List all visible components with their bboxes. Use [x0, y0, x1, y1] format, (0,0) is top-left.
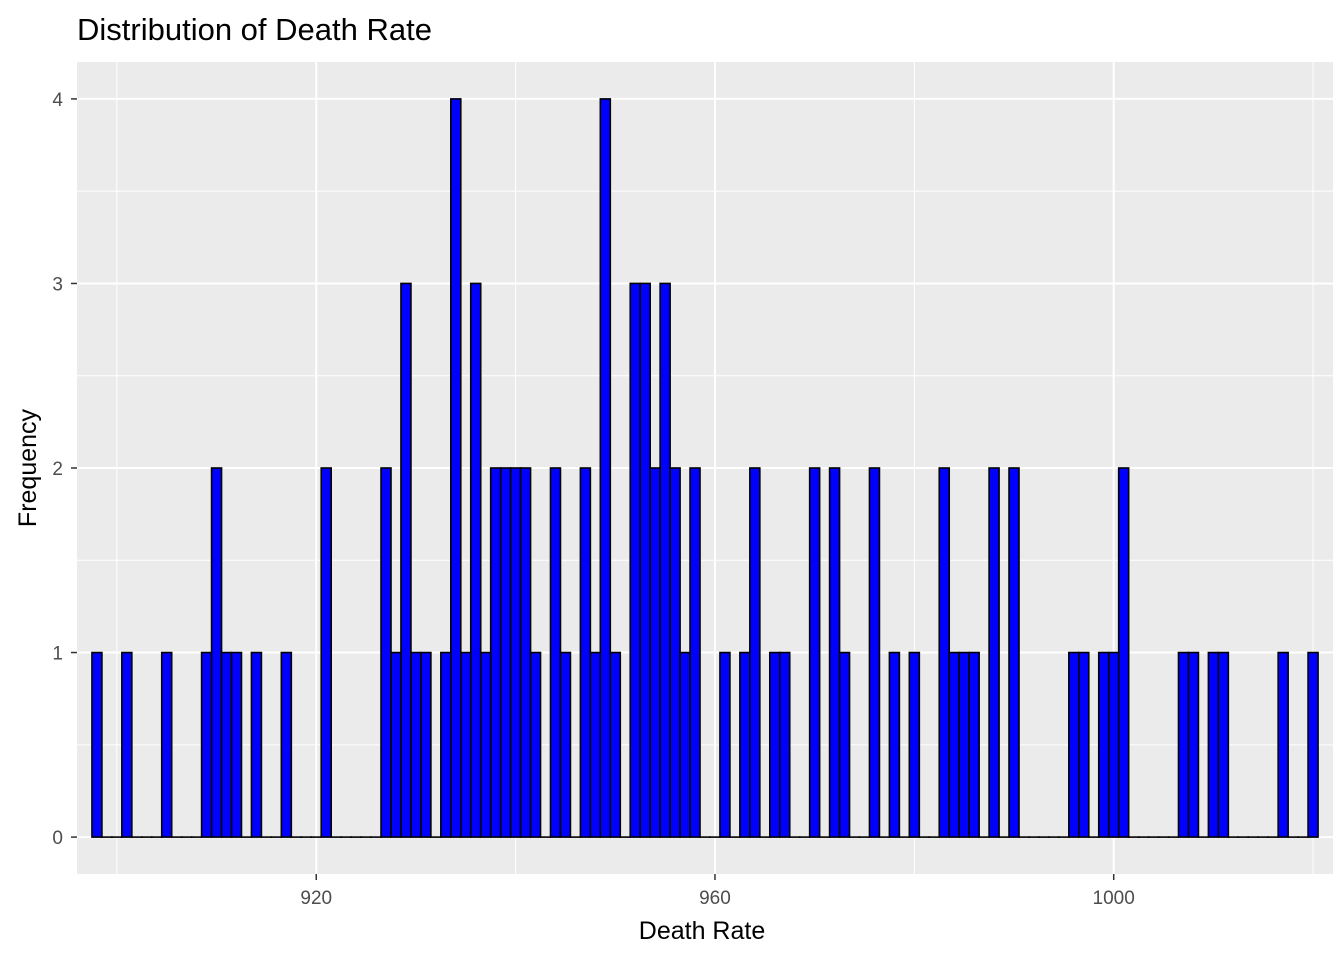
histogram-bar — [589, 651, 602, 838]
histogram-bar — [91, 651, 103, 838]
histogram-bar — [948, 651, 960, 838]
histogram-bar — [320, 467, 332, 838]
histogram-bar — [679, 651, 691, 838]
histogram-bar — [719, 651, 731, 838]
histogram-bars — [91, 98, 1319, 838]
histogram-bar — [489, 467, 502, 838]
histogram-bar — [1177, 651, 1190, 838]
histogram-bar — [1078, 651, 1090, 838]
histogram-bar — [739, 651, 751, 838]
histogram-bar — [1187, 651, 1200, 838]
histogram-bar — [509, 467, 522, 838]
x-axis-ticks: 920 960 1000 — [300, 874, 1135, 909]
histogram-bar — [669, 467, 681, 838]
histogram-bar — [459, 651, 472, 838]
histogram-bar — [888, 651, 901, 838]
histogram-bar — [1107, 651, 1120, 838]
histogram-bar — [390, 651, 402, 838]
histogram-bar — [778, 651, 791, 838]
histogram-bar — [250, 651, 263, 838]
histogram-bar — [440, 651, 452, 838]
x-axis-title: Death Rate — [639, 917, 765, 945]
histogram-bar — [768, 651, 781, 838]
histogram-bar — [958, 651, 970, 838]
y-tick-label: 2 — [52, 459, 63, 480]
histogram-bar — [519, 467, 532, 838]
y-tick-label: 3 — [52, 274, 63, 295]
histogram-bar — [988, 467, 1000, 838]
histogram-bar — [808, 467, 821, 838]
histogram-bar — [1117, 467, 1130, 838]
histogram-bar — [579, 467, 592, 838]
histogram-bar — [1008, 467, 1020, 838]
histogram-bar — [828, 467, 841, 838]
histogram-bar — [1277, 651, 1289, 838]
histogram-bar — [499, 467, 512, 838]
histogram-bar — [938, 467, 951, 838]
histogram-bar — [479, 651, 492, 838]
y-axis-title: Frequency — [14, 408, 42, 527]
histogram-bar — [549, 467, 562, 838]
histogram-bar — [749, 467, 761, 838]
histogram-bar — [469, 282, 482, 838]
histogram-bar — [908, 651, 921, 838]
y-tick-label: 1 — [52, 644, 63, 665]
x-tick-label: 920 — [300, 888, 332, 909]
histogram-bar — [659, 282, 671, 838]
histogram-bar — [649, 467, 661, 838]
histogram-bar — [400, 282, 412, 838]
histogram-bar — [1207, 651, 1220, 838]
histogram-bar — [121, 651, 133, 838]
y-axis-ticks: 0 1 2 3 4 — [52, 90, 77, 849]
histogram-bar — [609, 651, 622, 838]
histogram-bar — [220, 651, 233, 838]
chart-title: Distribution of Death Rate — [77, 12, 432, 47]
histogram-bar — [200, 651, 213, 838]
histogram-bar — [1068, 651, 1080, 838]
histogram-bar — [450, 98, 462, 838]
histogram-bar — [629, 282, 642, 838]
x-tick-label: 1000 — [1093, 888, 1135, 909]
histogram-bar — [230, 651, 243, 838]
histogram-bar — [420, 651, 432, 838]
histogram-bar — [868, 467, 881, 838]
histogram-bar — [160, 651, 173, 838]
histogram-bar — [559, 651, 572, 838]
y-tick-label: 4 — [52, 90, 63, 111]
histogram-bar — [689, 467, 701, 838]
histogram-bar — [380, 467, 392, 838]
histogram-bar — [838, 651, 851, 838]
histogram-bar — [1217, 651, 1230, 838]
histogram-bar — [410, 651, 422, 838]
histogram-bar — [1307, 651, 1319, 838]
histogram-bar — [529, 651, 542, 838]
y-tick-label: 0 — [52, 828, 63, 849]
histogram-bar — [639, 282, 651, 838]
x-tick-label: 960 — [699, 888, 731, 909]
histogram-bar — [599, 98, 612, 838]
histogram-bar — [968, 651, 980, 838]
histogram-bar — [280, 651, 293, 838]
histogram-bar — [210, 467, 223, 838]
histogram-bar — [1097, 651, 1110, 838]
